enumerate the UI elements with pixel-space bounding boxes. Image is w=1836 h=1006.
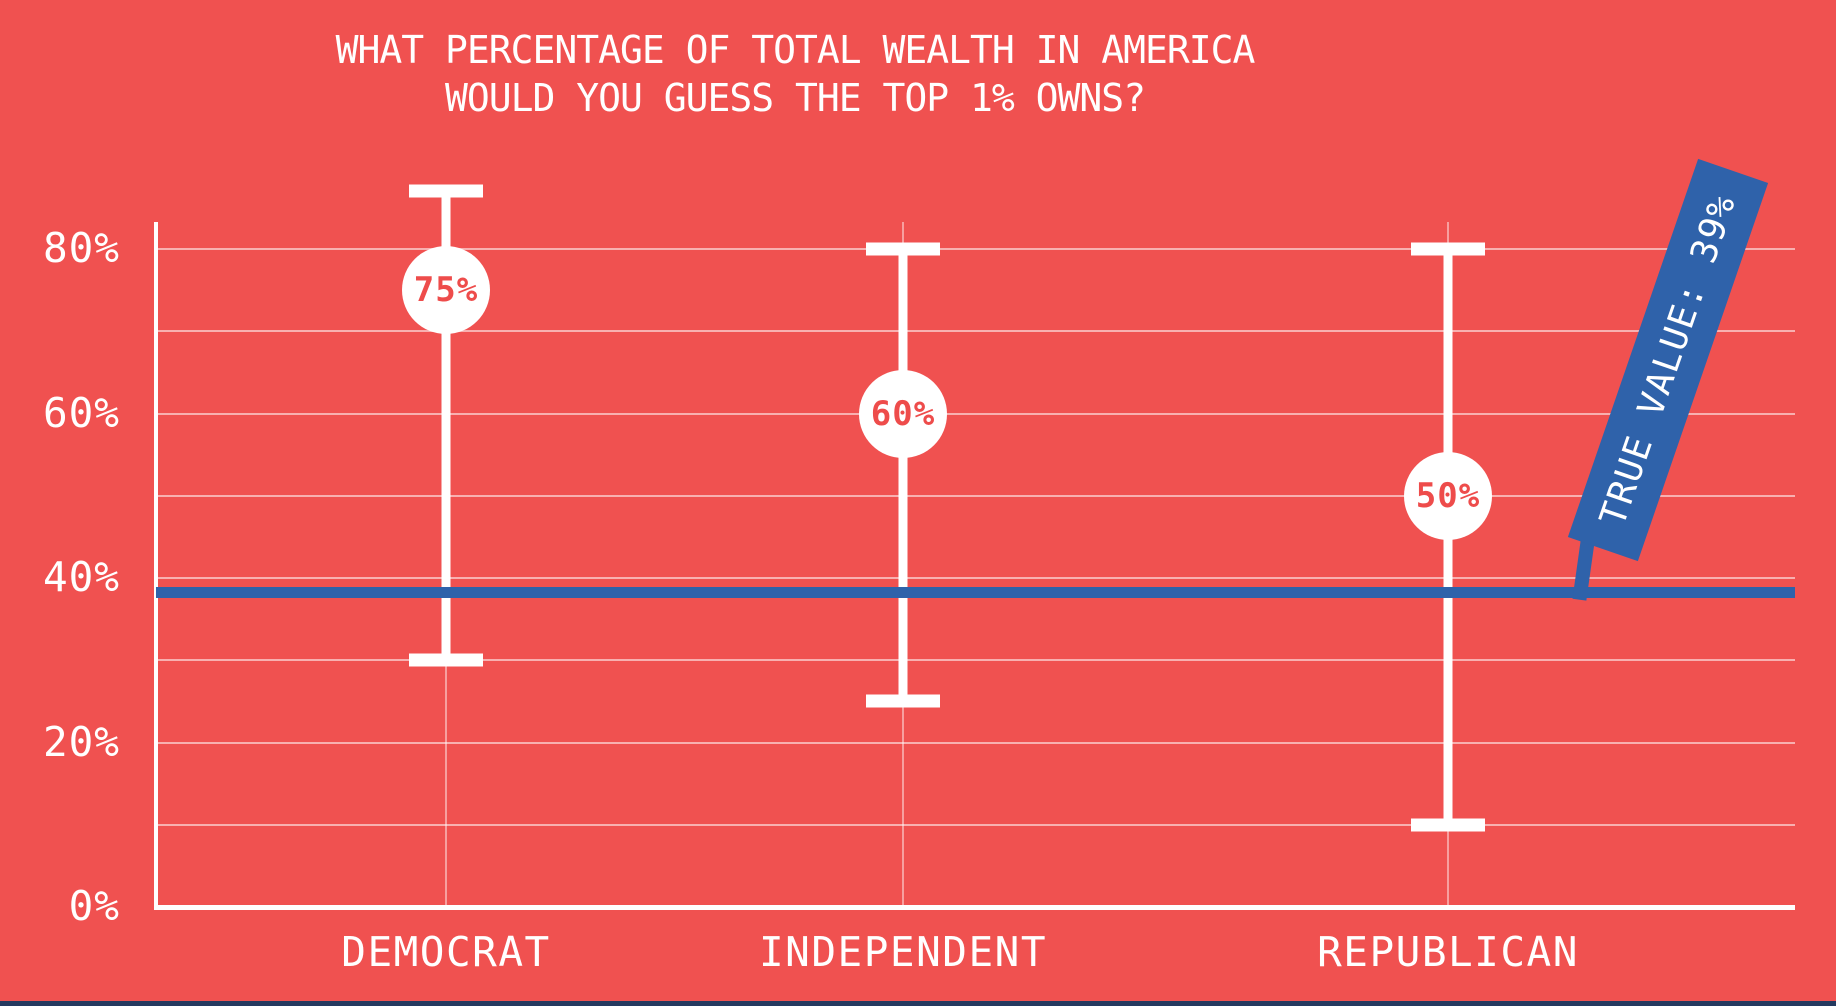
true-value-banner-label: TRUE VALUE: 39% — [1592, 188, 1744, 532]
gridline-h-50 — [156, 494, 1795, 497]
marker-value-label: 60% — [870, 393, 936, 434]
x-axis-label-republican: REPUBLICAN — [1317, 928, 1579, 976]
x-axis-spine — [154, 905, 1795, 910]
gridline-h-20 — [156, 741, 1795, 744]
y-axis-label-60%: 60% — [42, 388, 120, 437]
error-bar-cap-low-democrat — [409, 653, 483, 667]
error-bar-democrat — [441, 191, 451, 661]
y-axis-label-20%: 20% — [42, 717, 120, 766]
marker-circle-republican: 50% — [1404, 451, 1492, 540]
y-axis-label-0%: 0% — [68, 882, 120, 930]
marker-value-label: 75% — [413, 270, 479, 311]
true-value-line — [156, 586, 1795, 598]
x-axis-label-independent: INDEPENDENT — [758, 928, 1048, 976]
gridline-h-80 — [156, 248, 1795, 250]
error-bar-cap-high-independent — [866, 242, 940, 256]
error-bar-cap-high-democrat — [409, 184, 483, 198]
bottom-edge-bar — [0, 1001, 1836, 1006]
marker-circle-democrat: 75% — [402, 246, 490, 335]
gridline-h-30 — [156, 659, 1795, 662]
chart-title-line1: WHAT PERCENTAGE OF TOTAL WEALTH IN AMERI… — [335, 28, 1256, 72]
gridline-h-10 — [156, 823, 1795, 826]
error-bar-cap-high-republican — [1411, 242, 1485, 256]
chart-title-line2: WOULD YOU GUESS THE TOP 1% OWNS? — [444, 76, 1146, 120]
marker-value-label: 50% — [1415, 475, 1481, 516]
gridline-h-70 — [156, 330, 1795, 333]
error-bar-cap-low-republican — [1411, 818, 1485, 832]
true-value-banner: TRUE VALUE: 39% — [1567, 158, 1769, 562]
y-axis-label-80%: 80% — [42, 224, 120, 272]
y-axis-spine — [154, 222, 158, 909]
gridline-h-60 — [156, 412, 1795, 415]
x-axis-label-democrat: DEMOCRAT — [341, 928, 551, 976]
marker-circle-independent: 60% — [859, 369, 947, 458]
error-bar-cap-low-independent — [866, 694, 940, 708]
error-bar-independent — [898, 249, 908, 702]
y-axis-label-40%: 40% — [42, 553, 120, 601]
gridline-h-40 — [156, 577, 1795, 579]
